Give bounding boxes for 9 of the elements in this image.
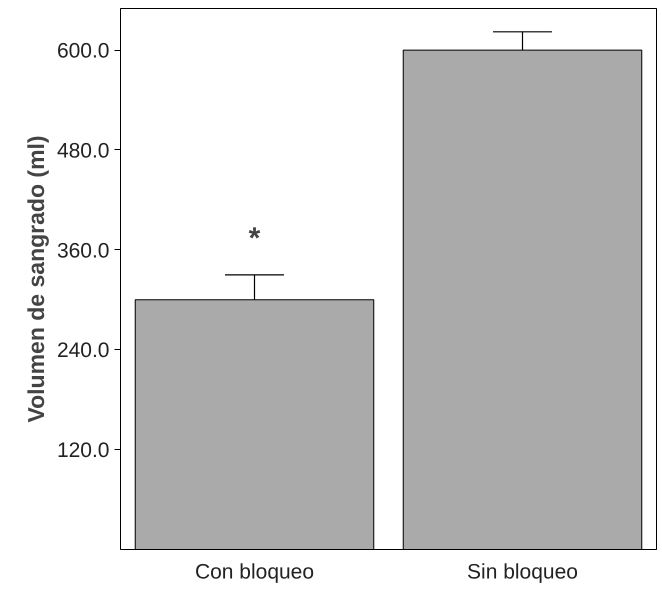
x-tick-label: Con bloqueo xyxy=(194,560,314,584)
y-tick-label: 240.0 xyxy=(56,339,110,362)
y-tick-label: 480.0 xyxy=(56,139,110,162)
y-tick-label: 360.0 xyxy=(56,239,110,262)
x-tick-label: Sin bloqueo xyxy=(467,560,578,584)
y-tick-label: 600.0 xyxy=(56,40,110,63)
y-axis-title: Volumen de sangrado (ml) xyxy=(22,135,49,423)
annotation: * xyxy=(248,222,261,255)
y-tick-label: 120.0 xyxy=(56,439,110,462)
